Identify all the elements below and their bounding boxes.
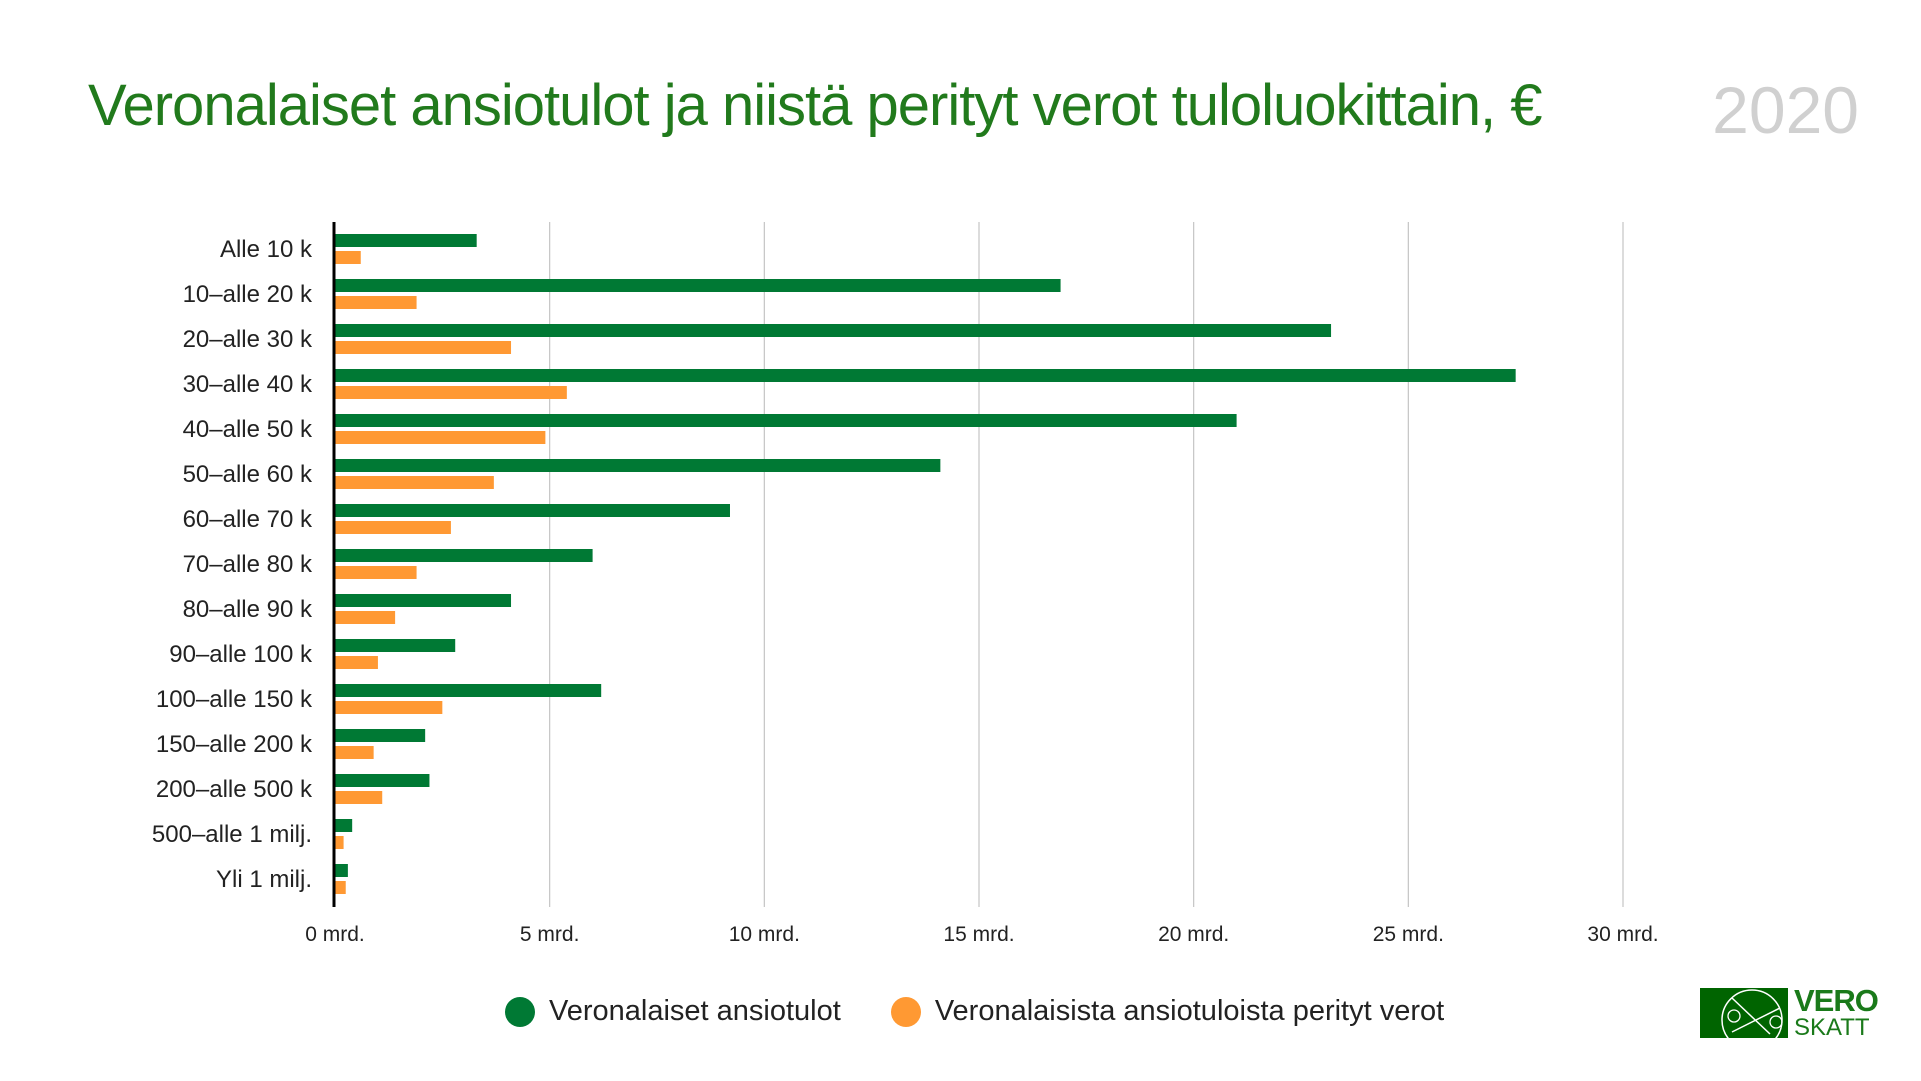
category-label: Yli 1 milj. — [216, 866, 312, 893]
bar-tax — [335, 746, 374, 759]
logo-vero: VERO — [1794, 983, 1879, 1018]
legend-swatch-tax — [890, 996, 921, 1027]
category-label: 90–alle 100 k — [169, 641, 313, 668]
bar-tax — [335, 656, 378, 669]
category-label: 60–alle 70 k — [183, 506, 313, 533]
bar-income — [335, 774, 430, 787]
bar-income — [335, 549, 593, 562]
chart-title: Veronalaiset ansiotulot ja niistä perity… — [88, 73, 1543, 138]
category-label: 70–alle 80 k — [183, 551, 313, 578]
bar-tax — [335, 836, 344, 849]
x-tick-label: 25 mrd. — [1373, 923, 1444, 946]
vero-emblem-icon — [1700, 987, 1788, 1038]
bar-tax — [335, 431, 546, 444]
bar-tax — [335, 566, 417, 579]
bar-income — [335, 684, 602, 697]
bar-tax — [335, 791, 383, 804]
logo-skatt: SKATT — [1794, 1014, 1870, 1041]
bar-income — [335, 414, 1237, 427]
category-label: 10–alle 20 k — [183, 281, 313, 308]
category-label: 150–alle 200 k — [156, 731, 313, 758]
legend-item-tax: Veronalaisista ansiotuloista perityt ver… — [890, 995, 1445, 1028]
bar-tax — [335, 521, 451, 534]
bar-income — [335, 819, 353, 832]
bar-income — [335, 234, 477, 247]
year-label: 2020 — [1712, 73, 1859, 147]
x-tick-label: 20 mrd. — [1158, 923, 1229, 946]
x-tick-label: 30 mrd. — [1587, 923, 1658, 946]
x-tick-label: 0 mrd. — [305, 923, 365, 946]
category-label: 200–alle 500 k — [156, 776, 313, 803]
legend-item-income: Veronalaiset ansiotulot — [505, 995, 841, 1028]
legend-label-income: Veronalaiset ansiotulot — [549, 995, 841, 1027]
bar-tax — [335, 701, 443, 714]
bar-income — [335, 459, 941, 472]
legend-label-tax: Veronalaisista ansiotuloista perityt ver… — [934, 995, 1445, 1027]
bar-tax — [335, 611, 396, 624]
bar-income — [335, 504, 730, 517]
bar-tax — [335, 476, 494, 489]
x-tick-label: 15 mrd. — [943, 923, 1014, 946]
category-label: 30–alle 40 k — [183, 371, 313, 398]
bar-tax — [335, 296, 417, 309]
category-label: 500–alle 1 milj. — [152, 821, 312, 848]
vero-skatt-logo: VERO SKATT — [1700, 983, 1879, 1041]
category-label: 50–alle 60 k — [183, 461, 313, 488]
x-tick-label: 10 mrd. — [729, 923, 800, 946]
bar-income — [335, 639, 456, 652]
category-label: 20–alle 30 k — [183, 326, 313, 353]
legend: Veronalaiset ansiotulot Veronalaisista a… — [505, 995, 1494, 1028]
bar-income — [335, 729, 426, 742]
category-label: 40–alle 50 k — [183, 416, 313, 443]
bar-income — [335, 369, 1516, 382]
legend-swatch-income — [505, 996, 535, 1027]
bar-income — [335, 594, 512, 607]
bar-tax — [335, 341, 512, 354]
category-label: Alle 10 k — [220, 236, 313, 263]
bar-tax — [335, 881, 346, 894]
bar-income — [335, 864, 348, 877]
bar-income — [335, 324, 1332, 337]
bar-tax — [335, 251, 361, 264]
bar-tax — [335, 386, 567, 399]
bar-income — [335, 279, 1061, 292]
bar-chart: 0 mrd. 5 mrd. 10 mrd. 15 mrd. 20 mrd. 25 mrd.… — [152, 222, 1659, 946]
category-label: 80–alle 90 k — [183, 596, 313, 623]
x-tick-label: 5 mrd. — [520, 923, 580, 946]
category-label: 100–alle 150 k — [156, 686, 313, 713]
